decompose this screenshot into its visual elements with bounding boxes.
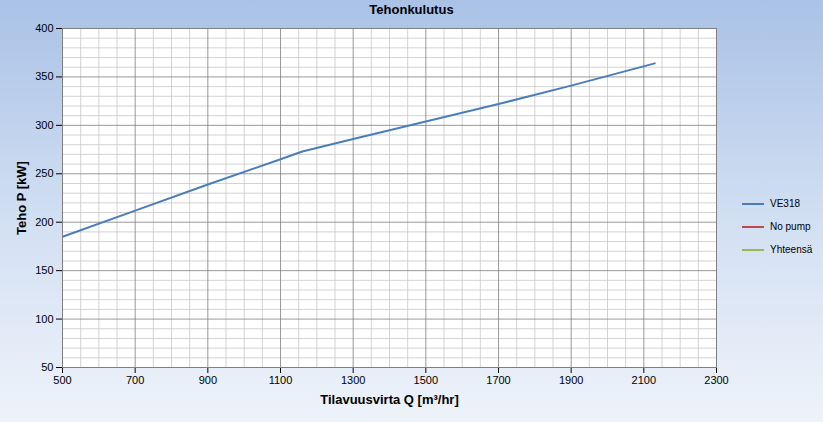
- html-text:Yhteensä: Yhteensä: [770, 244, 813, 255]
- svg-text:250: 250: [35, 167, 53, 179]
- svg-text:700: 700: [126, 374, 144, 386]
- svg-text:150: 150: [35, 264, 53, 276]
- svg-text:50: 50: [41, 361, 53, 373]
- svg-text:Tilavuusvirta Q [m³/hr]: Tilavuusvirta Q [m³/hr]: [320, 392, 458, 407]
- svg-text:900: 900: [199, 374, 217, 386]
- svg-text:200: 200: [35, 216, 53, 228]
- svg-text:Teho P [kW]: Teho P [kW]: [14, 161, 29, 235]
- html-text:No pump: No pump: [770, 221, 811, 232]
- svg-text:500: 500: [53, 374, 71, 386]
- svg-text:350: 350: [35, 70, 53, 82]
- svg-text:100: 100: [35, 313, 53, 325]
- svg-text:1500: 1500: [414, 374, 438, 386]
- svg-text:1100: 1100: [269, 374, 293, 386]
- svg-text:1300: 1300: [341, 374, 365, 386]
- svg-text:400: 400: [35, 22, 53, 34]
- svg-text:2300: 2300: [704, 374, 728, 386]
- svg-text:1900: 1900: [559, 374, 583, 386]
- svg-text:2100: 2100: [632, 374, 656, 386]
- html-text:Tehonkulutus: Tehonkulutus: [369, 2, 454, 17]
- html-text:VE318: VE318: [770, 198, 800, 209]
- svg-text:1700: 1700: [486, 374, 510, 386]
- svg-text:300: 300: [35, 119, 53, 131]
